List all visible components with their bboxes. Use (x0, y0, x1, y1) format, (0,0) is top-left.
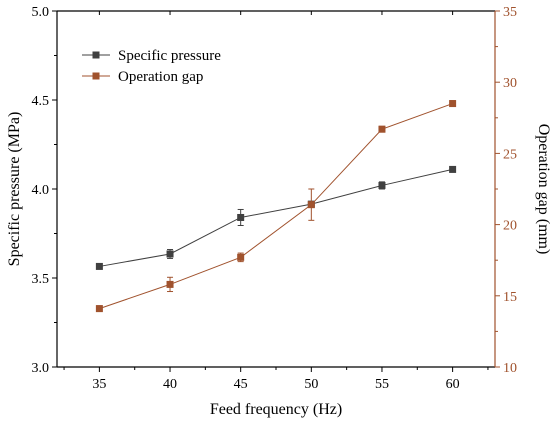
x-tick-label: 55 (375, 377, 389, 392)
x-tick-label: 35 (92, 377, 106, 392)
axes: 35 40 45 50 55 60 3.0 3.5 4.0 4.5 5.0 10 15 20 25 30 35 (32, 5, 518, 392)
y-tick-label: 5.0 (32, 5, 50, 20)
data-point-operation-gap (307, 201, 315, 209)
legend-label-operation-gap: Operation gap (118, 69, 203, 85)
y-tick-label: 4.5 (32, 94, 50, 109)
series-layer (95, 100, 457, 313)
y2-tick-label: 15 (503, 290, 517, 305)
y2-tick-label: 10 (503, 361, 517, 376)
data-point-operation-gap (166, 280, 174, 288)
y-tick-label: 3.0 (32, 361, 50, 376)
legend: Specific pressure Operation gap (82, 48, 221, 85)
y2-tick-label: 20 (503, 219, 517, 234)
data-point-operation-gap (449, 100, 457, 108)
data-point-specific-pressure (166, 250, 174, 258)
y-tick-label: 4.0 (32, 183, 50, 198)
x-tick-label: 40 (163, 377, 177, 392)
data-point-specific-pressure (95, 262, 103, 270)
y2-axis-label: Operation gap (mm) (535, 124, 550, 255)
legend-marker-specific-pressure (92, 51, 100, 59)
data-point-operation-gap (95, 305, 103, 313)
y-tick-label: 3.5 (32, 272, 50, 287)
legend-marker-operation-gap (92, 72, 100, 80)
x-tick-label: 50 (304, 377, 318, 392)
y2-tick-label: 30 (503, 76, 517, 91)
x-axis-label: Feed frequency (Hz) (210, 401, 342, 418)
data-point-specific-pressure (237, 213, 245, 221)
x-tick-label: 60 (446, 377, 460, 392)
data-point-operation-gap (378, 125, 386, 133)
y-axis-label: Specific pressure (MPa) (6, 112, 23, 267)
series-line-operation-gap (99, 103, 453, 310)
series-line-specific-pressure (99, 168, 453, 267)
data-point-specific-pressure (378, 181, 386, 189)
data-point-specific-pressure (449, 165, 457, 173)
x-tick-label: 45 (234, 377, 248, 392)
y2-tick-label: 25 (503, 147, 517, 162)
legend-label-specific-pressure: Specific pressure (118, 48, 221, 64)
y2-tick-label: 35 (503, 5, 517, 20)
data-point-operation-gap (237, 253, 245, 261)
